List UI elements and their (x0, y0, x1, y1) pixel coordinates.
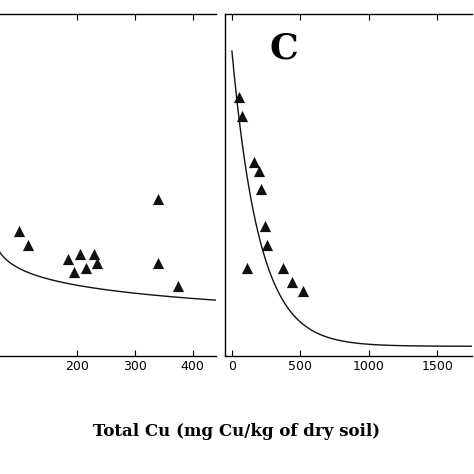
Point (93, 259, 101, 267)
Point (261, 223, 269, 230)
Point (154, 195, 162, 202)
Point (24, 241, 32, 248)
Text: C: C (269, 31, 298, 65)
Point (16, 227, 23, 235)
Point (255, 167, 263, 175)
Point (71, 269, 78, 276)
Point (288, 278, 296, 285)
Text: Total Cu (mg Cu/kg of dry soil): Total Cu (mg Cu/kg of dry soil) (93, 423, 381, 440)
Point (243, 264, 251, 272)
Point (64, 255, 72, 263)
Point (154, 259, 162, 267)
Point (91, 250, 98, 258)
Point (279, 264, 286, 272)
Point (257, 186, 265, 193)
Point (82, 264, 90, 272)
Point (236, 93, 243, 101)
Point (263, 241, 271, 248)
Point (238, 112, 246, 119)
Point (76, 250, 84, 258)
Point (174, 283, 182, 290)
Point (250, 158, 258, 165)
Point (300, 287, 307, 295)
